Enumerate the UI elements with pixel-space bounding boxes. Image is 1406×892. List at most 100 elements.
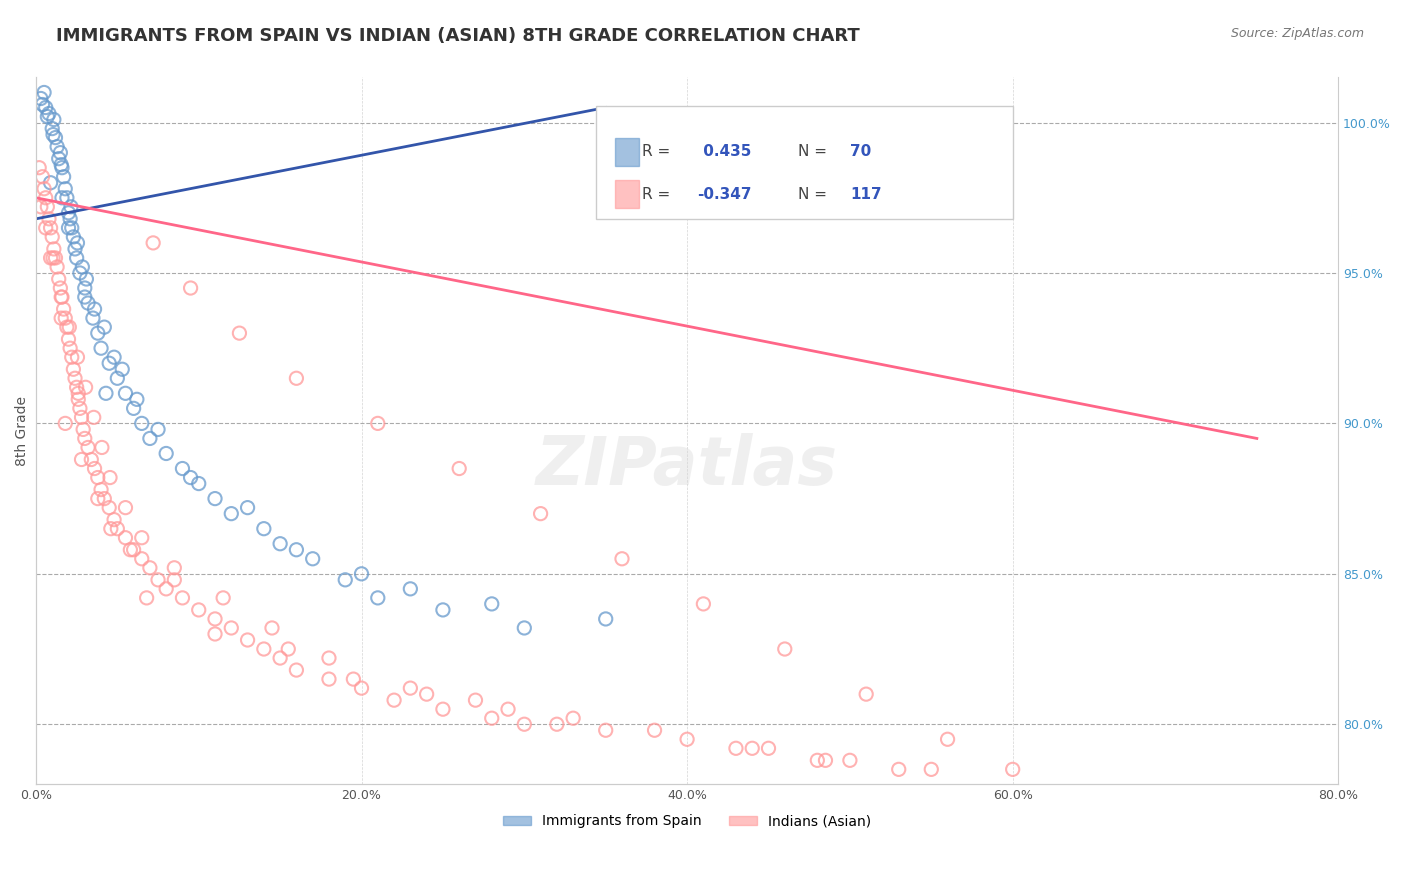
Point <box>146 573 169 587</box>
Point <box>546 717 568 731</box>
Point <box>432 702 454 716</box>
Text: 0.435: 0.435 <box>697 145 751 159</box>
Point <box>59 211 82 226</box>
Point <box>236 500 259 515</box>
Point <box>66 235 89 250</box>
Point <box>39 220 62 235</box>
Point <box>58 220 80 235</box>
Point <box>610 551 633 566</box>
Point <box>529 507 551 521</box>
Point <box>318 672 340 686</box>
Point <box>122 401 145 416</box>
Point <box>35 191 58 205</box>
Point <box>131 531 153 545</box>
Point <box>139 432 162 446</box>
Point <box>367 591 389 605</box>
Point <box>51 191 73 205</box>
Point <box>52 302 75 317</box>
Point <box>301 551 323 566</box>
Point <box>42 242 65 256</box>
Point <box>513 621 536 635</box>
Point <box>72 422 94 436</box>
Point <box>77 296 100 310</box>
Point <box>481 711 503 725</box>
Bar <box>616 180 638 208</box>
Point <box>98 500 121 515</box>
Point <box>105 371 128 385</box>
Point <box>236 632 259 647</box>
Point <box>221 507 243 521</box>
Point <box>62 230 84 244</box>
Point <box>59 200 82 214</box>
Point <box>139 561 162 575</box>
Point <box>382 693 405 707</box>
Point <box>806 753 828 767</box>
Point <box>90 341 112 355</box>
Point <box>285 663 308 677</box>
Point <box>114 531 136 545</box>
Point <box>172 461 194 475</box>
Point <box>75 272 97 286</box>
Point <box>37 110 59 124</box>
Point <box>77 441 100 455</box>
Point <box>212 591 235 605</box>
Point <box>38 211 60 226</box>
Point <box>41 230 63 244</box>
Point <box>228 326 250 340</box>
Point <box>42 128 65 142</box>
Point <box>562 711 585 725</box>
Point <box>105 522 128 536</box>
Point <box>131 417 153 431</box>
Point <box>35 220 58 235</box>
Point <box>318 651 340 665</box>
Point <box>51 161 73 175</box>
Point <box>38 106 60 120</box>
Point <box>48 152 70 166</box>
Point <box>32 182 55 196</box>
Point <box>513 717 536 731</box>
Point <box>73 432 96 446</box>
Point <box>692 597 714 611</box>
Point <box>98 470 121 484</box>
Point <box>82 311 104 326</box>
Point <box>253 522 276 536</box>
Point <box>135 591 157 605</box>
Y-axis label: 8th Grade: 8th Grade <box>15 396 30 466</box>
Point <box>773 642 796 657</box>
Point <box>187 476 209 491</box>
Point <box>367 417 389 431</box>
Point <box>60 350 83 364</box>
Point <box>49 145 72 160</box>
Bar <box>616 137 638 166</box>
Point <box>260 621 283 635</box>
Text: 70: 70 <box>849 145 872 159</box>
Point <box>53 417 76 431</box>
Text: N =: N = <box>797 145 832 159</box>
Point <box>53 182 76 196</box>
Text: 117: 117 <box>849 186 882 202</box>
Point <box>93 491 115 506</box>
Point <box>32 86 55 100</box>
Point <box>204 491 226 506</box>
Point <box>70 452 93 467</box>
Point <box>73 281 96 295</box>
Point <box>114 500 136 515</box>
Point <box>72 260 94 274</box>
Point <box>66 380 89 394</box>
Point <box>48 272 70 286</box>
Text: R =: R = <box>641 145 675 159</box>
Point <box>814 753 837 767</box>
Point <box>111 362 134 376</box>
Point <box>93 320 115 334</box>
Point <box>350 681 373 695</box>
Point <box>335 573 357 587</box>
Point <box>87 326 110 340</box>
Point <box>399 681 422 695</box>
Point <box>67 386 90 401</box>
Point <box>187 603 209 617</box>
Point <box>114 386 136 401</box>
Point <box>595 612 617 626</box>
Point <box>481 597 503 611</box>
Point <box>87 491 110 506</box>
Point <box>56 191 79 205</box>
